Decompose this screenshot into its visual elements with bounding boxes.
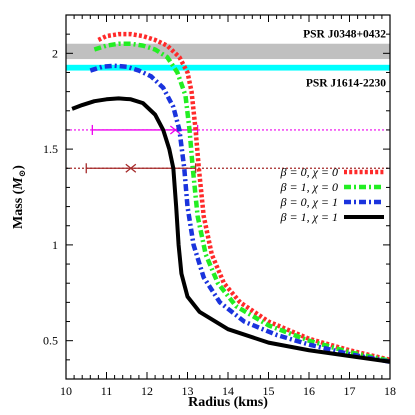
series-line-2	[89, 63, 390, 364]
legend: β = 0, χ = 0β = 1, χ = 0β = 0, χ = 1β = …	[280, 165, 384, 224]
x-tick-label-6: 16	[303, 384, 315, 398]
y-tick-label-2: 1.5	[43, 142, 58, 156]
reference-lines-layer	[66, 129, 390, 169]
tick-marks	[65, 14, 391, 380]
y-axis-title-subscript: ⊙	[17, 170, 27, 178]
errorbar-0	[91, 124, 199, 135]
errorbar-marker-1	[125, 163, 137, 173]
ticks-layer: 10 11 12 13 14 15 16 17 18 0.5 1 1.5 2	[43, 14, 396, 398]
band-label-psr-j1614: PSR J1614-2230	[306, 78, 386, 90]
series-line-0	[97, 31, 390, 363]
band-label-psr-j0348: PSR J0348+0432	[303, 29, 386, 41]
legend-label-2: β = 0, χ = 1	[280, 195, 338, 209]
y-axis-title-text: Mass (	[11, 189, 26, 229]
x-tick-label-1: 11	[101, 384, 113, 398]
legend-label-3: β = 1, χ = 1	[280, 210, 338, 224]
errorbars-layer	[85, 124, 199, 174]
x-tick-label-2: 12	[141, 384, 153, 398]
y-axis-title-symbol: M	[11, 177, 26, 191]
x-tick-label-7: 17	[344, 384, 356, 398]
series-line-3	[71, 96, 390, 364]
bands-layer	[66, 43, 390, 71]
errorbar-1	[85, 163, 197, 174]
legend-label-0: β = 0, χ = 0	[280, 165, 338, 179]
x-tick-label-8: 18	[384, 384, 396, 398]
y-tick-label-1: 1	[52, 238, 58, 252]
x-axis-title: Radius (kms)	[188, 395, 268, 410]
band-psr-j0348	[66, 43, 390, 60]
y-tick-label-0: 0.5	[43, 334, 58, 348]
x-tick-label-0: 10	[60, 384, 72, 398]
x-tick-label-3: 13	[182, 384, 194, 398]
series-line-1	[93, 41, 390, 364]
band-psr-j1614	[66, 64, 390, 71]
y-tick-label-3: 2	[52, 46, 58, 60]
series-layer	[71, 31, 390, 364]
x-tick-label-4: 14	[222, 384, 234, 398]
x-tick-label-5: 15	[263, 384, 275, 398]
legend-label-1: β = 1, χ = 0	[280, 180, 338, 194]
y-axis-title-end: )	[11, 165, 26, 170]
y-axis-title: Mass (M⊙)	[11, 165, 27, 229]
